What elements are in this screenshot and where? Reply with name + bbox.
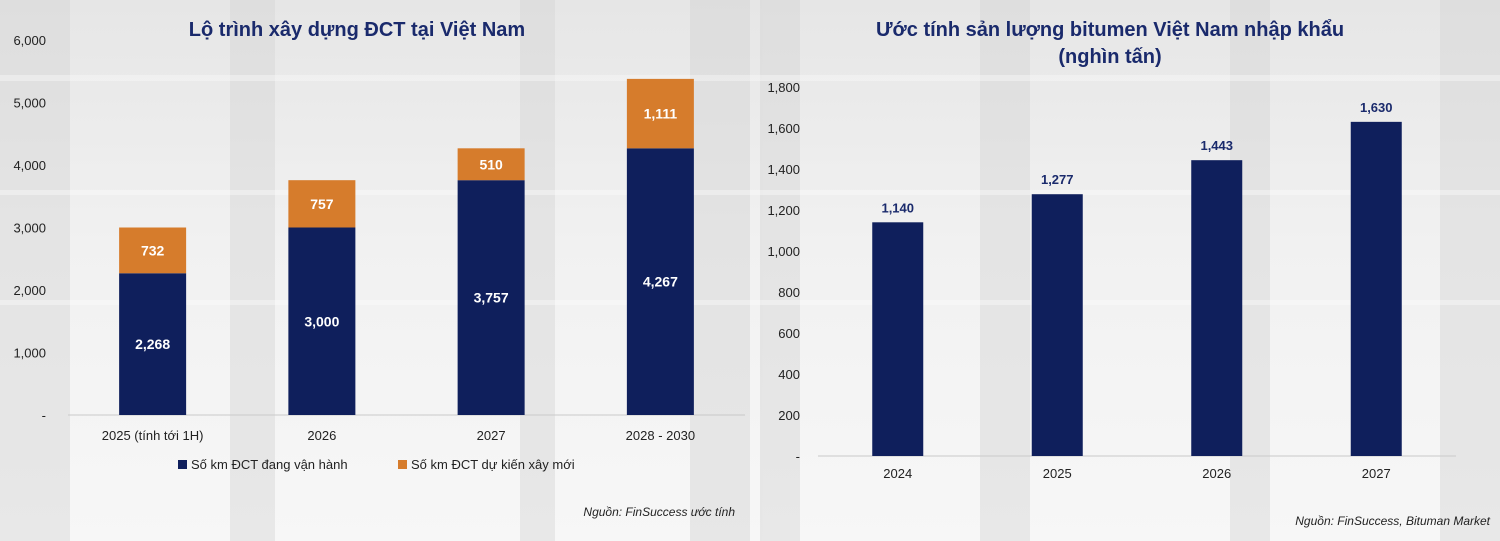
y-tick-label: 400	[778, 367, 800, 382]
data-label: 1,630	[1360, 100, 1393, 115]
y-tick-label: 3,000	[13, 221, 46, 236]
x-tick-label: 2026	[307, 428, 336, 443]
bar	[1191, 160, 1243, 456]
data-label: 1,140	[881, 200, 914, 215]
data-label: 4,267	[643, 274, 678, 290]
y-tick-label: 1,600	[767, 121, 800, 136]
legend-label: Số km ĐCT dự kiến xây mới	[411, 457, 575, 472]
data-label: 1,443	[1200, 138, 1233, 153]
x-tick-label: 2024	[883, 466, 912, 481]
y-tick-label: 1,200	[767, 203, 800, 218]
y-tick-label: 4,000	[13, 158, 46, 173]
y-tick-label: -	[42, 408, 46, 423]
legend-swatch	[178, 460, 187, 469]
x-tick-label: 2027	[1362, 466, 1391, 481]
bar-operating	[457, 180, 525, 415]
data-label: 3,757	[474, 290, 509, 306]
roadmap-chart: Lộ trình xây dựng ĐCT tại Việt Nam - 1,00…	[13, 19, 745, 519]
data-label: 732	[141, 242, 165, 258]
bar-operating	[119, 273, 187, 415]
chart-title: Lộ trình xây dựng ĐCT tại Việt Nam	[189, 19, 525, 41]
y-tick-label: 1,000	[13, 346, 46, 361]
bar-planned	[626, 78, 694, 149]
legend-swatch	[398, 460, 407, 469]
bar	[1350, 121, 1402, 456]
x-tick-label: 2025	[1043, 466, 1072, 481]
source-note: Nguồn: FinSuccess, Bituman Market	[1295, 514, 1490, 528]
bitumen-import-chart: Ước tính sản lượng bitumen Việt Nam nhập…	[767, 19, 1490, 528]
y-tick-label: -	[796, 449, 800, 464]
x-tick-label: 2026	[1202, 466, 1231, 481]
bar-operating	[288, 227, 356, 415]
chart-title-line2: (nghìn tấn)	[1058, 46, 1161, 68]
data-label: 2,268	[135, 336, 170, 352]
y-tick-label: 1,000	[767, 244, 800, 259]
bar-planned	[119, 227, 187, 274]
y-tick-label: 200	[778, 408, 800, 423]
y-tick-label: 6,000	[13, 33, 46, 48]
bar-planned	[288, 180, 356, 228]
x-tick-label: 2025 (tính tới 1H)	[102, 428, 204, 443]
y-tick-label: 800	[778, 285, 800, 300]
x-tick-label: 2027	[477, 428, 506, 443]
data-label: 1,277	[1041, 172, 1074, 187]
chart-title-line1: Ước tính sản lượng bitumen Việt Nam nhập…	[876, 19, 1344, 41]
y-tick-label: 600	[778, 326, 800, 341]
data-label: 510	[479, 156, 503, 172]
data-label: 757	[310, 196, 334, 212]
y-tick-label: 1,400	[767, 162, 800, 177]
bar	[1031, 194, 1083, 456]
y-tick-label: 1,800	[767, 80, 800, 95]
y-tick-label: 5,000	[13, 96, 46, 111]
data-label: 1,111	[644, 106, 678, 122]
data-label: 3,000	[304, 313, 339, 329]
bar-operating	[626, 148, 694, 415]
legend-label: Số km ĐCT đang vận hành	[191, 457, 348, 472]
bar	[872, 222, 924, 456]
bar-planned	[457, 148, 525, 181]
y-tick-label: 2,000	[13, 283, 46, 298]
x-tick-label: 2028 - 2030	[626, 428, 695, 443]
source-note: Nguồn: FinSuccess ước tính	[583, 505, 735, 519]
